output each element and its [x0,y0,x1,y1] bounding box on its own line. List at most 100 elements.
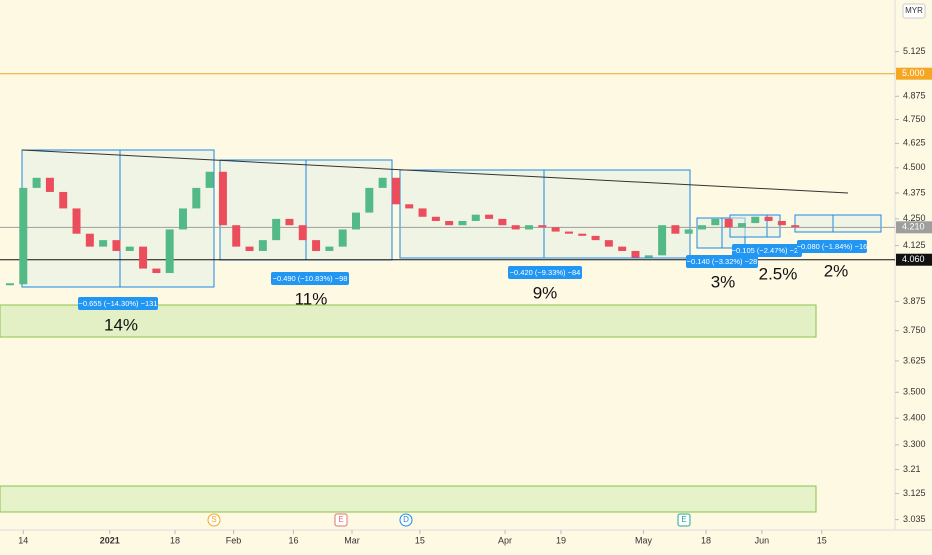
candle [684,229,693,234]
candle [232,225,241,247]
y-tick-label: 3.21 [903,464,921,474]
candle [258,240,267,251]
candle [298,225,307,241]
y-tick-label: 3.035 [903,514,926,524]
annotation: 11% [295,289,328,308]
y-tick-label: 3.125 [903,488,926,498]
candle [5,283,14,286]
measure-label: −0.105 (−2.47%) −21 [732,246,803,255]
candle [152,268,161,274]
candle [498,218,507,226]
candle [791,225,800,228]
event-marker: S [211,515,216,524]
candle [205,171,214,188]
candle [192,187,201,209]
candle [218,171,227,226]
candle [604,240,613,247]
event-marker: E [681,515,686,524]
candle [471,214,480,221]
candle [179,208,187,230]
y-tick-label: 4.500 [903,162,926,172]
y-tick-label: 3.400 [903,413,926,423]
x-tick-label: 15 [415,535,425,545]
candle [139,246,148,269]
candle [658,225,667,256]
measure-arrows [119,150,834,287]
candle [764,216,773,221]
x-tick-label: 2021 [100,535,120,545]
price-badge-label: 4.060 [902,254,925,264]
candle [564,231,573,234]
x-tick-label: 14 [18,535,28,545]
candle [99,240,108,247]
event-markers: S E D E [207,513,691,527]
candle [365,187,374,213]
candle [644,255,653,258]
x-tick-label: Apr [498,535,512,545]
volume-zone [0,485,817,513]
candle [391,177,400,205]
currency-box [902,3,926,19]
y-tick-label: 3.750 [903,325,926,335]
x-tick-label: 15 [817,535,827,545]
y-tick-label: 4.750 [903,114,926,124]
candle [59,191,68,209]
annotation: 3% [711,272,736,291]
measurement-labels: −0.655 (−14.30%) −131 −0.490 (−10.83%) −… [78,240,867,310]
candle [352,212,360,230]
candle [312,240,321,251]
candle [485,214,494,219]
measure-label: −0.080 (−1.84%) −16 [797,242,868,251]
x-tick-label: Feb [226,535,242,545]
candle [85,233,94,247]
candle [538,225,547,228]
y-tick-label: 3.875 [903,296,926,306]
candle [338,229,347,247]
candle [325,246,334,251]
measure-label: −0.655 (−14.30%) −131 [78,299,157,308]
annotation: 14% [104,315,138,334]
candle [245,246,254,251]
annotation: 2% [824,261,849,280]
trendline [21,149,849,194]
candle [551,227,560,232]
x-tick-label: 18 [701,535,711,545]
candle [19,187,28,285]
candle [431,216,440,221]
candle [378,177,387,188]
price-badge-label: 5.000 [902,68,925,78]
candle [165,229,174,274]
candle [285,218,294,226]
candle [618,246,627,251]
candle [591,235,600,241]
x-tick-label: 19 [556,535,566,545]
candle [72,208,81,234]
candle [511,225,520,230]
candle [631,250,640,258]
x-tick-label: 16 [288,535,298,545]
candle [418,208,427,217]
annotations: 14% 11% 9% 3% 2.5% 2% [104,261,848,334]
candle [125,246,134,251]
candle [525,225,534,230]
currency: MYR [905,6,923,15]
candle [777,220,786,226]
support-zone [0,304,817,338]
annotation: 9% [533,283,558,302]
candle [737,223,746,228]
candle [32,177,41,188]
x-tick-label: Mar [344,535,360,545]
event-marker: D [403,515,409,524]
x-tick-label: Jun [755,535,770,545]
y-tick-label: 4.875 [903,91,926,101]
x-tick-label: 18 [170,535,180,545]
candle [724,218,733,228]
measure-label: −0.420 (−9.33%) −84 [510,268,581,277]
annotation: 2.5% [759,264,798,283]
candle [45,177,54,192]
candle [405,204,414,209]
measure-label: −0.490 (−10.83%) −98 [273,274,348,283]
price-badge [896,221,932,234]
